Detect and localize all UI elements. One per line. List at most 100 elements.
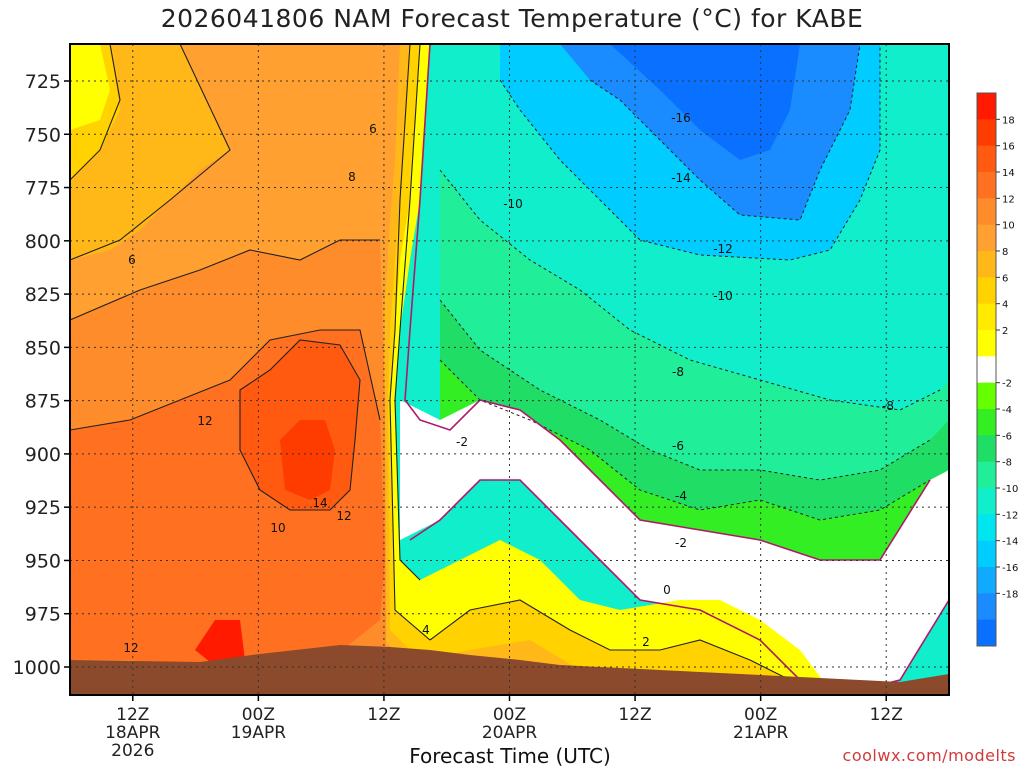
contour-line bbox=[70, 329, 381, 431]
colorbar-label: 14 bbox=[1002, 168, 1015, 179]
contour-line bbox=[70, 44, 231, 261]
x-tick-label: 21APR bbox=[733, 723, 789, 743]
x-tick-label: 00Z bbox=[493, 705, 526, 725]
colorbar-swatch bbox=[977, 593, 996, 621]
field-minus4 bbox=[440, 360, 949, 620]
contour-label: 4 bbox=[422, 623, 430, 637]
x-tick-label: 18APR bbox=[105, 723, 161, 743]
colorbar-swatch bbox=[977, 540, 996, 568]
y-tick-label: 775 bbox=[25, 178, 61, 200]
chart-title: 2026041806 NAM Forecast Temperature (°C)… bbox=[160, 4, 864, 33]
y-tick-label: 850 bbox=[25, 337, 61, 359]
contour-line-neg bbox=[439, 299, 931, 481]
colorbar-swatch bbox=[977, 198, 996, 226]
contour-label: -2 bbox=[675, 536, 687, 550]
contour-label: 12 bbox=[197, 414, 212, 428]
contour-label: 14 bbox=[312, 496, 327, 510]
colorbar-swatch bbox=[977, 382, 996, 410]
colorbar-swatch bbox=[977, 224, 996, 252]
colorbar-label: -2 bbox=[1002, 379, 1012, 390]
contour-line-neg bbox=[499, 44, 881, 261]
contour-label: 12 bbox=[123, 641, 138, 655]
y-tick-label: 925 bbox=[25, 497, 61, 519]
colorbar-label: -14 bbox=[1002, 537, 1018, 548]
contour-line bbox=[70, 44, 121, 181]
x-tick-label: 12Z bbox=[870, 705, 903, 725]
colorbar-swatch bbox=[977, 356, 996, 384]
colorbar-frame bbox=[976, 92, 997, 647]
colorbar-label: -4 bbox=[1002, 405, 1012, 416]
contour-label: 12 bbox=[336, 509, 351, 523]
contour-labels: 6 8 6 12 14 12 10 12 4 -2 -16 -14 -10 -12 -10 -8 -8 -6 -4 -… bbox=[123, 111, 894, 655]
x-tick-label: 20APR bbox=[482, 723, 538, 743]
y-tick-label: 750 bbox=[25, 124, 61, 146]
colorbar-label: 16 bbox=[1002, 142, 1015, 153]
contour-label: -8 bbox=[882, 399, 894, 413]
y-axis: 725 750 775 800 825 850 875 900 925 950 975 1000 bbox=[13, 71, 70, 679]
colorbar-swatch bbox=[977, 514, 996, 542]
colorbar-swatch bbox=[977, 488, 996, 515]
x-tick-label: 19APR bbox=[231, 723, 287, 743]
contour-line-neg bbox=[589, 44, 861, 221]
field-warm-18 bbox=[195, 620, 245, 670]
colorbar-label: 2 bbox=[1002, 326, 1008, 337]
contour-label: -4 bbox=[675, 489, 687, 503]
contour-label: -16 bbox=[671, 111, 691, 125]
x-tick-label: 12Z bbox=[367, 705, 400, 725]
colorbar-label: -12 bbox=[1002, 510, 1018, 521]
colorbar-swatch bbox=[977, 330, 996, 357]
y-tick-label: 875 bbox=[25, 391, 61, 413]
contour-line bbox=[239, 339, 361, 511]
field-minus18 bbox=[610, 44, 800, 160]
colorbar-swatch bbox=[977, 172, 996, 199]
y-tick-label: 800 bbox=[25, 231, 61, 253]
colorbar-swatch bbox=[977, 251, 996, 278]
colorbar-swatch bbox=[977, 145, 996, 173]
contour-label: 2 bbox=[642, 635, 650, 649]
contour-label: 0 bbox=[663, 583, 671, 597]
contour-label: 8 bbox=[348, 170, 356, 184]
y-tick-label: 900 bbox=[25, 444, 61, 466]
colorbar-swatch bbox=[977, 567, 996, 594]
colorbar-label: -18 bbox=[1002, 589, 1018, 600]
contour-line bbox=[389, 44, 431, 641]
colorbar-swatch bbox=[977, 619, 996, 647]
colorbar-label: 10 bbox=[1002, 221, 1015, 232]
x-tick-label: 00Z bbox=[744, 705, 777, 725]
contour-label: -8 bbox=[672, 365, 684, 379]
colorbar-label: -8 bbox=[1002, 458, 1012, 469]
y-tick-label: 1000 bbox=[13, 657, 61, 679]
colorbar-label: 8 bbox=[1002, 247, 1008, 258]
contour-label: -12 bbox=[713, 242, 733, 256]
colorbar-swatch bbox=[977, 119, 996, 147]
colorbar-swatch bbox=[977, 409, 996, 436]
y-tick-label: 975 bbox=[25, 604, 61, 626]
grid bbox=[70, 44, 949, 695]
contour-label: 6 bbox=[369, 122, 377, 136]
colorbar: 18 16 14 12 10 8 6 4 2 -2 -4 -6 -8 -10 -12 -14 -16 -18 bbox=[976, 92, 1018, 647]
x-axis-label: Forecast Time (UTC) bbox=[409, 744, 611, 768]
contour-label: -2 bbox=[456, 435, 468, 449]
colorbar-label: 4 bbox=[1002, 300, 1008, 311]
x-tick-label: 12Z bbox=[618, 705, 651, 725]
x-tick-label: 12Z bbox=[116, 705, 149, 725]
contour-label: -10 bbox=[713, 289, 733, 303]
colorbar-label: -6 bbox=[1002, 431, 1012, 442]
contour-line bbox=[394, 44, 421, 581]
colorbar-swatch bbox=[977, 303, 996, 331]
colorbar-swatch bbox=[977, 461, 996, 489]
colorbar-label: -10 bbox=[1002, 484, 1018, 495]
y-tick-label: 725 bbox=[25, 71, 61, 93]
contour-line-neg bbox=[439, 169, 941, 411]
colorbar-label: 18 bbox=[1002, 115, 1015, 126]
y-tick-label: 825 bbox=[25, 284, 61, 306]
x-tick-label: 2026 bbox=[111, 741, 154, 761]
colorbar-swatch bbox=[977, 435, 996, 463]
watermark: coolwx.com/modelts bbox=[842, 746, 1016, 765]
contour-label: 6 bbox=[128, 253, 136, 267]
colorbar-label: -16 bbox=[1002, 563, 1018, 574]
x-tick-label: 00Z bbox=[242, 705, 275, 725]
contour-line bbox=[70, 239, 380, 321]
colorbar-label: 12 bbox=[1002, 194, 1015, 205]
